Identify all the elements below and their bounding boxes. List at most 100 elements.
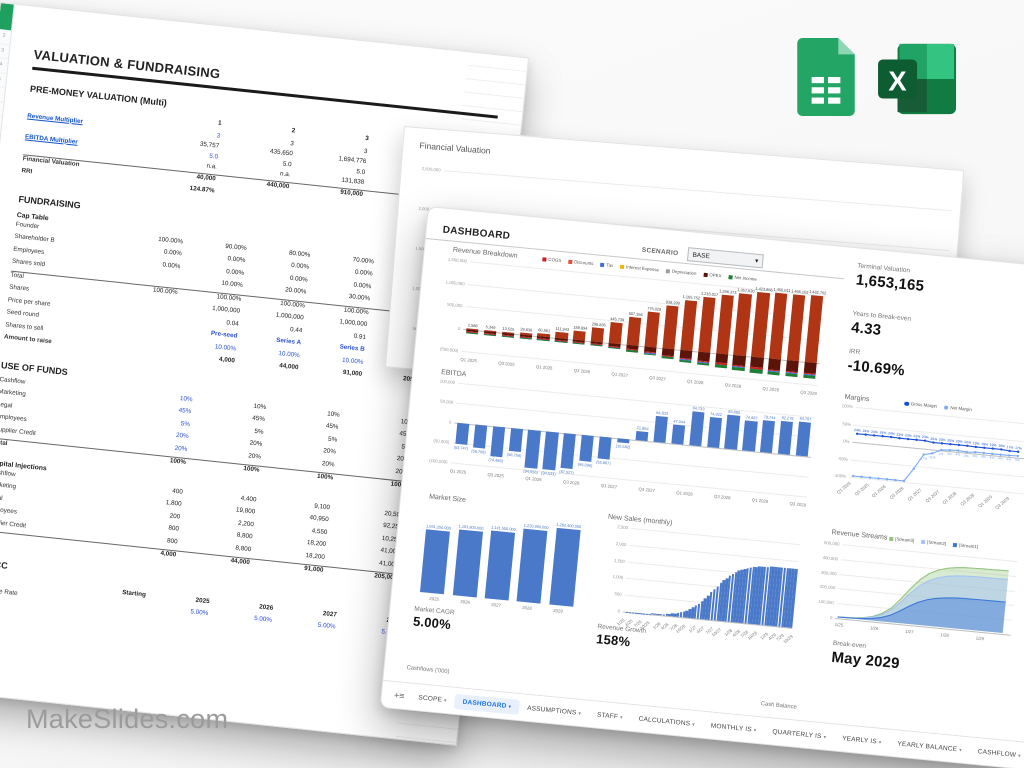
axis-tick: Q1 2026 bbox=[525, 475, 542, 483]
bar-label: 1,588 bbox=[467, 322, 478, 329]
bar-label: (53,747) bbox=[453, 445, 469, 452]
axis-tick: 2028 bbox=[522, 604, 533, 611]
excel-icon: X bbox=[876, 40, 962, 123]
axis-tick: Q1 2025 bbox=[460, 356, 478, 364]
dashboard-sheet: DASHBOARD SCENARIO BASE ▾ Revenue Breakd… bbox=[379, 206, 1024, 768]
chevron-down-icon: ▾ bbox=[619, 714, 624, 721]
sheet-tab-quarterly-is[interactable]: QUARTERLY IS▾ bbox=[772, 727, 827, 741]
axis-tick: 500 bbox=[614, 591, 622, 598]
terminal-valuation-value: 1,653,165 bbox=[855, 271, 925, 295]
axis-tick: 4/27 bbox=[695, 625, 706, 635]
axis-tick: Q1 2027 bbox=[600, 482, 618, 490]
cell bbox=[113, 299, 177, 306]
chevron-down-icon: ▾ bbox=[1017, 752, 1022, 759]
financial-valuation-chart-title: Financial Valuation bbox=[419, 140, 491, 156]
axis-tick: Q3 2029 bbox=[789, 501, 807, 508]
cell: 2025 bbox=[195, 596, 210, 605]
axis-tick: Q3 2027 bbox=[649, 375, 666, 382]
legend-swatch-icon bbox=[703, 272, 708, 277]
bar-label: 85,882 bbox=[728, 408, 741, 415]
cell bbox=[110, 324, 174, 331]
axis-tick: Q1 2028 bbox=[676, 490, 693, 497]
svg-text:4%: 4% bbox=[972, 454, 977, 458]
sheet-tab-cashflow[interactable]: CASHFLOW▾ bbox=[977, 747, 1022, 759]
axis-tick: Q3 2027 bbox=[924, 489, 940, 504]
axis-tick: Q3 2026 bbox=[573, 367, 591, 375]
svg-text:20%: 20% bbox=[939, 438, 946, 443]
cell bbox=[115, 274, 179, 281]
cell: 2026 bbox=[258, 602, 274, 612]
bar-label: (55,667) bbox=[595, 459, 611, 466]
bar-label: 13,525 bbox=[502, 325, 515, 332]
market-size-plot: 1,051,250,000 1,103,800,000 1,141,500,000 1… bbox=[416, 508, 585, 607]
sheet-tab-yearly-is[interactable]: YEARLY IS▾ bbox=[841, 734, 882, 746]
irr-label: IRR bbox=[848, 348, 861, 357]
axis-tick: Q3 2029 bbox=[800, 389, 817, 397]
svg-text:17%: 17% bbox=[1006, 445, 1013, 450]
legend-item: Tax bbox=[600, 262, 613, 268]
legend-item: [Stream3] bbox=[889, 536, 914, 543]
axis-tick: 100,000 bbox=[439, 378, 456, 385]
margins-title: Margins bbox=[844, 393, 870, 404]
sheet-tab-staff[interactable]: STAFF▾ bbox=[596, 711, 624, 721]
bar-label: (94,556) bbox=[523, 468, 539, 475]
legend-swatch-icon bbox=[600, 262, 605, 268]
svg-text:2%: 2% bbox=[964, 454, 969, 458]
bar-label: 60,561 bbox=[538, 326, 551, 334]
legend-item: Depreciation bbox=[665, 268, 697, 276]
sheet-tab-dashboard[interactable]: DASHBOARD▾ bbox=[453, 693, 520, 715]
bar-label: (56,706) bbox=[471, 447, 487, 455]
cashflows-label: Cashflows ('000) bbox=[406, 665, 450, 676]
sheet-tabbar: + ≡ SCOPE▾ DASHBOARD▾ ASSUMPTIONS▾ STAFF▾ CA… bbox=[380, 679, 1024, 768]
axis-tick: Q3 2027 bbox=[638, 486, 656, 494]
chevron-down-icon: ▾ bbox=[753, 727, 757, 734]
revenue-streams-plot: 500,000 400,000 300,000 200,000 100,000 0 bbox=[818, 540, 1018, 636]
all-sheets-menu-button[interactable]: ≡ bbox=[398, 690, 405, 701]
ebitda-plot: 100,000 50,000 0 (50,000) (100,000) (53,747)… bbox=[429, 378, 815, 498]
cell bbox=[81, 602, 145, 609]
svg-text:-11%: -11% bbox=[928, 455, 936, 460]
chevron-down-icon: ▾ bbox=[958, 746, 963, 754]
bar-label: (56,756) bbox=[506, 451, 522, 458]
chevron-down-icon: ▾ bbox=[578, 710, 582, 717]
scenario-value: BASE bbox=[692, 251, 711, 260]
axis-tick: 1/26 bbox=[869, 625, 879, 632]
sheet-tab-yearly-balance[interactable]: YEARLY BALANCE▾ bbox=[897, 739, 963, 754]
cell: 10% bbox=[179, 394, 193, 403]
svg-text:4%: 4% bbox=[981, 455, 986, 459]
sheet-tab-scope[interactable]: SCOPE▾ bbox=[418, 693, 447, 704]
svg-text:4%: 4% bbox=[989, 456, 994, 460]
cell: 1 bbox=[217, 119, 222, 127]
new-sales-plot: 2,500 2,000 1,500 1,000 500 0 bbox=[612, 524, 801, 629]
legend-item: Interest Expense bbox=[619, 264, 659, 272]
axis-tick: 500,000 bbox=[823, 540, 840, 547]
svg-text:20%: 20% bbox=[956, 439, 963, 444]
axis-tick: 2026 bbox=[460, 598, 471, 605]
sheet-tab-assumptions[interactable]: ASSUMPTIONS▾ bbox=[526, 704, 582, 717]
row-label bbox=[0, 578, 82, 589]
margins-plot: 100% 50% 0% -50% -100% -17% -11% 1% 3% 4% 2% 4% 4% 4… bbox=[833, 403, 1024, 495]
bar-label: 64,833 bbox=[655, 409, 669, 417]
sheet-tab-calculations[interactable]: CALCULATIONS▾ bbox=[638, 715, 696, 728]
axis-tick: 1,500,000 bbox=[447, 256, 468, 264]
svg-text:4%: 4% bbox=[955, 452, 960, 456]
axis-tick: 100,000 bbox=[818, 598, 835, 606]
svg-text:24%: 24% bbox=[888, 431, 895, 436]
axis-tick: 1/27 bbox=[905, 628, 914, 635]
sheet-tab-monthly-is[interactable]: MONTHLY IS▾ bbox=[710, 722, 757, 734]
axis-tick: Q1 2029 bbox=[762, 385, 780, 393]
axis-tick: Q3 2029 bbox=[994, 495, 1011, 511]
svg-text:-17%: -17% bbox=[919, 456, 927, 461]
svg-text:3%: 3% bbox=[947, 452, 952, 456]
bar-label: 79,744 bbox=[763, 414, 776, 421]
bar-label: 82,278 bbox=[781, 414, 794, 422]
axis-tick: 100% bbox=[841, 403, 853, 410]
chevron-down-icon: ▾ bbox=[823, 733, 827, 741]
row-number: 3 bbox=[0, 43, 10, 60]
svg-text:19%: 19% bbox=[981, 442, 988, 447]
svg-text:1%: 1% bbox=[938, 452, 943, 456]
axis-tick: Q1 2029 bbox=[976, 494, 993, 509]
axis-tick: Q3 2025 bbox=[853, 482, 870, 497]
chevron-down-icon: ▾ bbox=[878, 739, 882, 746]
axis-tick: Q1 2027 bbox=[906, 487, 923, 502]
